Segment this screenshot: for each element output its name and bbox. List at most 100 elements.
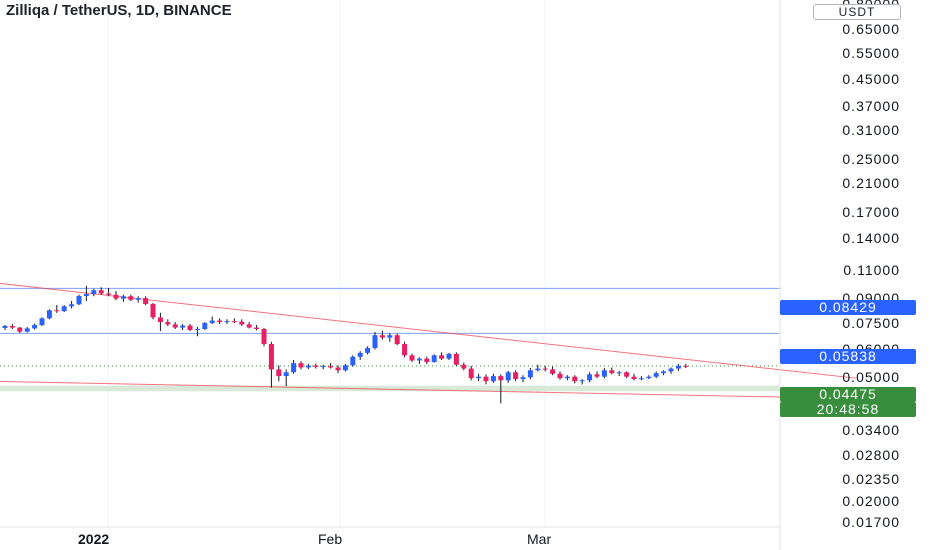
candle-body [165, 322, 171, 325]
candle [365, 346, 371, 355]
candle-body [283, 372, 289, 377]
candle [631, 373, 637, 381]
candle [416, 357, 422, 364]
candle-body [683, 365, 689, 367]
candle [579, 379, 585, 385]
price-axis-tick: 0.37000 [842, 98, 900, 114]
candle-body [513, 372, 519, 380]
candle-body [305, 365, 311, 368]
candle-body [542, 368, 548, 370]
candle-body [431, 355, 437, 363]
candle-body [498, 376, 504, 381]
candle-body [675, 365, 681, 369]
candle [453, 352, 459, 366]
candle [239, 319, 245, 326]
candle [39, 317, 45, 326]
candle-body [76, 295, 82, 305]
candle-body [550, 369, 556, 374]
candle [372, 332, 378, 350]
candle-body [624, 372, 630, 377]
candle-body [202, 323, 208, 329]
candle [106, 288, 112, 297]
candle [683, 363, 689, 369]
candle-body [453, 353, 459, 365]
candle-body [416, 358, 422, 361]
candle [17, 326, 23, 334]
candle [2, 324, 8, 330]
candle-body [402, 344, 408, 356]
candle [291, 359, 297, 374]
candle [165, 319, 171, 326]
candle [468, 365, 474, 381]
candle [268, 341, 274, 388]
candle-body [342, 365, 348, 371]
price-axis-tick: 0.03400 [842, 422, 900, 438]
candle-body [46, 310, 52, 319]
candle [320, 364, 326, 370]
candle-body [194, 328, 200, 330]
candle [335, 365, 341, 374]
bar-countdown-label: 20:48:58 [780, 402, 916, 417]
candle-body [157, 317, 163, 323]
candle [638, 376, 644, 381]
candle [224, 319, 230, 325]
price-axis-tick: 0.02800 [842, 447, 900, 463]
candle [483, 374, 489, 385]
candle [246, 322, 252, 329]
candle-body [17, 327, 23, 332]
chart-title: Zilliqa / TetherUS, 1D, BINANCE [6, 2, 232, 19]
candle-body [143, 298, 149, 304]
candle-body [535, 368, 541, 371]
candle [76, 294, 82, 306]
candle [513, 370, 519, 382]
candles-layer [2, 285, 689, 404]
candle [350, 355, 356, 367]
candle [609, 367, 615, 375]
currency-unit-button[interactable]: USDT [813, 4, 901, 20]
candle [187, 324, 193, 332]
price-axis-tick: 0.01700 [842, 514, 900, 530]
support-zone [0, 385, 780, 392]
candle [91, 288, 97, 297]
candle-body [653, 373, 659, 377]
candle-body [172, 324, 178, 328]
candle [535, 364, 541, 372]
candle [61, 305, 67, 312]
candle [98, 287, 104, 295]
price-axis-tick: 0.02000 [842, 493, 900, 509]
current-price-label: 0.04475 [780, 387, 916, 402]
candle-body [505, 372, 511, 381]
candle-body [468, 368, 474, 379]
candle-body [335, 367, 341, 371]
candle-body [476, 376, 482, 379]
candle [157, 312, 163, 332]
candle-body [609, 370, 615, 374]
candle [328, 363, 334, 369]
candle [128, 294, 134, 302]
candle [461, 362, 467, 371]
price-axis-tick: 0.31000 [842, 122, 900, 138]
candle-body [98, 290, 104, 294]
candle-body [350, 356, 356, 366]
candle-body [365, 348, 371, 353]
candle-body [594, 374, 600, 377]
candle-body [209, 320, 215, 324]
trend-line [0, 380, 857, 400]
candle [194, 326, 200, 337]
candle-body [261, 328, 267, 345]
candle [661, 370, 667, 376]
candle [587, 372, 593, 383]
candle [424, 356, 430, 364]
trend-line [0, 282, 857, 379]
candle-body [2, 325, 8, 328]
candle [601, 368, 607, 379]
candle-body [298, 363, 304, 368]
candle [69, 301, 75, 309]
candle-body [276, 369, 282, 377]
candle [180, 324, 186, 330]
price-axis-tick: 0.11000 [843, 262, 900, 278]
candle-body [320, 366, 326, 368]
candle-body [394, 335, 400, 345]
